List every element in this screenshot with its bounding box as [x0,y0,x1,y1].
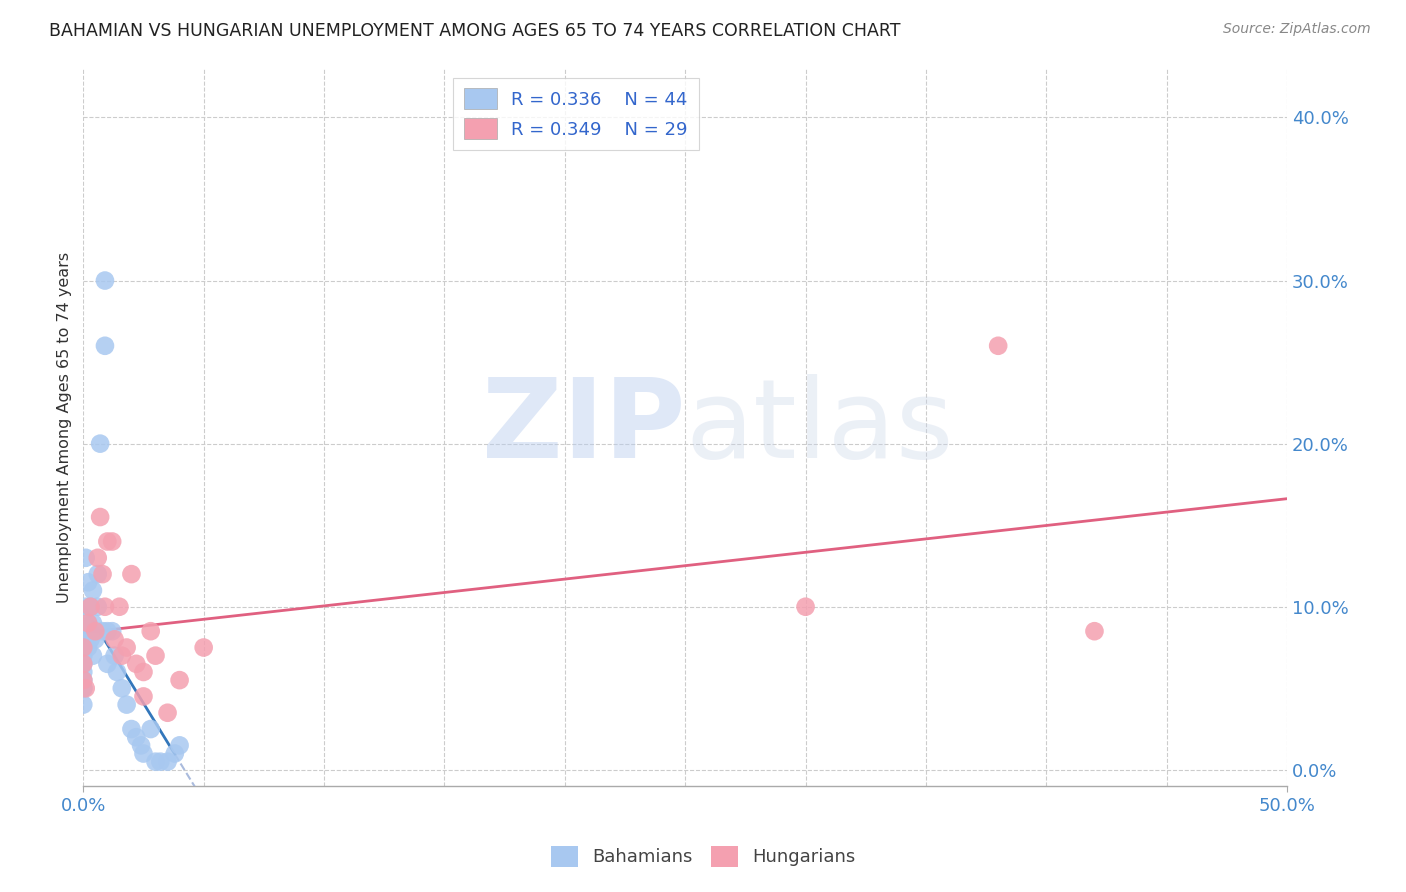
Point [125,730,148,744]
Point [156,706,179,720]
Point [72,665,94,679]
Text: Source: ZipAtlas.com: Source: ZipAtlas.com [1223,22,1371,37]
Y-axis label: Unemployment Among Ages 65 to 74 years: Unemployment Among Ages 65 to 74 years [58,252,72,603]
Point [145,755,167,769]
Point [104,632,127,647]
Point [77,640,100,655]
Point [96,657,118,671]
Point [82,615,104,630]
Point [77,615,100,630]
Point [120,722,142,736]
Point [72,640,94,655]
Point [72,657,94,671]
Point [145,648,167,663]
Point [94,339,117,353]
Point [75,599,97,614]
Point [139,722,162,736]
Point [101,534,124,549]
Point [87,599,110,614]
Point [72,648,94,663]
Point [105,665,128,679]
Point [82,648,104,663]
Point [193,640,215,655]
Point [91,624,114,639]
Point [75,550,97,565]
Point [987,339,1010,353]
Point [132,665,155,679]
Point [72,632,94,647]
Point [115,698,138,712]
Point [91,567,114,582]
Point [79,599,101,614]
Point [72,673,94,687]
Point [104,648,127,663]
Point [94,599,117,614]
Point [120,567,142,582]
Point [149,755,172,769]
Point [111,648,134,663]
Point [132,747,155,761]
Point [96,624,118,639]
Point [72,673,94,687]
Point [139,624,162,639]
Point [156,755,179,769]
Point [72,698,94,712]
Point [94,274,117,288]
Point [87,550,110,565]
Point [96,534,118,549]
Point [111,681,134,696]
Point [169,673,191,687]
Point [84,624,107,639]
Point [72,640,94,655]
Point [115,640,138,655]
Point [82,583,104,598]
Point [89,436,111,450]
Point [129,739,152,753]
Point [79,632,101,647]
Point [169,739,191,753]
Point [72,681,94,696]
Point [77,615,100,630]
Point [84,632,107,647]
Text: BAHAMIAN VS HUNGARIAN UNEMPLOYMENT AMONG AGES 65 TO 74 YEARS CORRELATION CHART: BAHAMIAN VS HUNGARIAN UNEMPLOYMENT AMONG… [49,22,901,40]
Text: atlas: atlas [685,374,953,481]
Point [108,599,131,614]
Legend: Bahamians, Hungarians: Bahamians, Hungarians [543,838,863,874]
Point [125,657,148,671]
Legend: R = 0.336    N = 44, R = 0.349    N = 29: R = 0.336 N = 44, R = 0.349 N = 29 [454,78,699,150]
Point [89,510,111,524]
Point [132,690,155,704]
Point [75,681,97,696]
Point [77,575,100,590]
Point [72,657,94,671]
Point [72,624,94,639]
Point [72,681,94,696]
Point [163,747,186,761]
Point [794,599,817,614]
Text: ZIP: ZIP [482,374,685,481]
Point [1083,624,1105,639]
Point [79,599,101,614]
Point [87,567,110,582]
Point [101,624,124,639]
